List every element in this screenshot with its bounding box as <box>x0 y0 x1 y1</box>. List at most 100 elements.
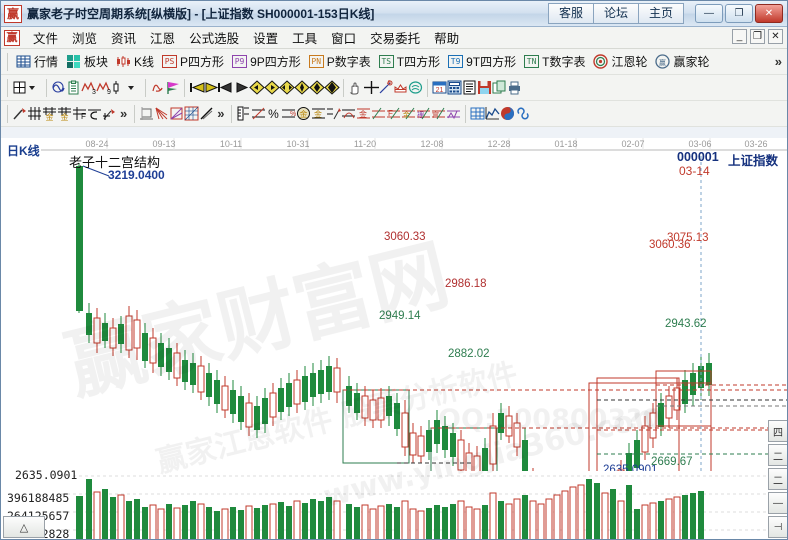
hand-icon[interactable] <box>348 80 363 95</box>
wave9-icon[interactable]: 9 <box>96 80 111 96</box>
close-button[interactable]: ✕ <box>755 4 783 23</box>
first-bar-icon[interactable] <box>189 80 205 95</box>
angle-li-icon[interactable]: 裡 <box>416 106 431 121</box>
toolbar-t-square-button[interactable]: TS T四方形 <box>375 52 444 71</box>
menu-news[interactable]: 资讯 <box>111 32 137 46</box>
menu-formula-stock-pick[interactable]: 公式选股 <box>189 32 240 46</box>
menu-tools[interactable]: 工具 <box>292 32 318 46</box>
fan-box-icon[interactable] <box>169 106 184 121</box>
menu-help[interactable]: 帮助 <box>434 32 460 46</box>
angle-w-icon[interactable] <box>446 106 461 121</box>
angle-l-icon[interactable] <box>371 106 386 121</box>
expand-panel-button[interactable]: △ <box>3 516 45 538</box>
calendar-icon[interactable]: 21 <box>432 80 447 95</box>
toolbar-gann-wheel-button[interactable]: 江恩轮 <box>589 52 651 71</box>
mdi-close-button[interactable]: ✕ <box>768 29 783 44</box>
pen-red-icon[interactable] <box>326 106 342 121</box>
drawing-overflow-a-button[interactable]: » <box>120 106 128 121</box>
layout-split-button[interactable]: ⊣ <box>768 516 787 538</box>
menu-gann[interactable]: 江恩 <box>150 32 176 46</box>
menu-trade[interactable]: 交易委托 <box>370 32 421 46</box>
percent-icon[interactable]: % <box>266 106 281 121</box>
candle-single-icon[interactable] <box>111 80 126 95</box>
move-icon[interactable] <box>309 80 325 95</box>
dropdown-arrow2-icon[interactable] <box>126 80 141 95</box>
mdi-minimize-button[interactable]: _ <box>732 29 747 44</box>
copy-icon[interactable] <box>492 80 507 95</box>
menu-window[interactable]: 窗口 <box>331 32 357 46</box>
customer-service-button[interactable]: 客服 <box>548 3 594 24</box>
expand-h-icon[interactable] <box>279 80 295 95</box>
infinity-icon[interactable] <box>515 106 530 121</box>
toolbar-9t-square-button[interactable]: T9 9T四方形 <box>444 52 520 71</box>
wave3-icon[interactable]: 3 <box>81 80 96 96</box>
zoom-right-icon[interactable] <box>264 80 280 95</box>
yinyang-icon[interactable] <box>500 106 515 121</box>
toolbar-p-square-button[interactable]: PS P四方形 <box>158 52 228 71</box>
volume-subchart[interactable] <box>1 471 788 540</box>
print-icon[interactable] <box>507 80 522 95</box>
save-icon[interactable] <box>477 80 492 95</box>
menu-browse[interactable]: 浏览 <box>72 32 98 46</box>
gann-fan-f-icon[interactable]: F <box>72 106 87 121</box>
layout-one-a-button[interactable]: 二 <box>768 468 787 490</box>
brain-icon[interactable] <box>408 80 423 95</box>
calculator-icon[interactable] <box>447 80 462 95</box>
dropdown-arrow-icon[interactable] <box>27 80 42 95</box>
drawing-overflow-b-button[interactable]: » <box>217 106 225 121</box>
maximize-button[interactable]: ❐ <box>725 4 753 23</box>
fit-icon[interactable] <box>324 80 340 95</box>
toolbar-winner-wheel-button[interactable]: 赢 赢家轮 <box>651 52 713 71</box>
gann-grid-icon[interactable] <box>27 106 42 121</box>
arc-icon[interactable] <box>341 106 356 121</box>
minimize-button[interactable]: — <box>695 4 723 23</box>
toolbar-quotes-button[interactable]: 行情 <box>12 52 62 71</box>
toolbar-sector-button[interactable]: 板块 <box>62 52 112 71</box>
scribble-icon[interactable] <box>150 80 165 95</box>
homepage-button[interactable]: 主页 <box>638 3 684 24</box>
gann-gold1-icon[interactable]: 金 <box>42 106 57 122</box>
layout-one-b-button[interactable]: — <box>768 492 787 514</box>
zoom-left-icon[interactable] <box>249 80 265 95</box>
gann-gold2-icon[interactable]: 金 <box>57 106 72 122</box>
next-bar-icon[interactable] <box>234 80 249 95</box>
flag-icon[interactable] <box>165 80 180 95</box>
toolbar-p-number-table-button[interactable]: PN P数字表 <box>305 52 375 71</box>
chart-area[interactable]: 08-24 09-13 10-11 10-31 11-20 12-08 12-2… <box>1 138 788 540</box>
grid-table-icon[interactable] <box>470 106 485 121</box>
fan-red-icon[interactable] <box>154 106 169 121</box>
percent-line2-icon[interactable]: % <box>281 106 297 121</box>
box-icon[interactable] <box>139 106 154 121</box>
forum-button[interactable]: 论坛 <box>593 3 639 24</box>
web-icon[interactable] <box>184 106 199 121</box>
expand-all-icon[interactable] <box>294 80 310 95</box>
layout-two-button[interactable]: 二 <box>768 444 787 466</box>
crosshair-icon[interactable] <box>363 80 379 95</box>
gold-line-icon[interactable]: 金 <box>311 106 326 121</box>
angle-f-icon[interactable]: F <box>386 106 401 121</box>
gold-circle-icon[interactable]: 金 <box>296 106 311 121</box>
toolbar-kline-button[interactable]: K线 <box>112 52 158 71</box>
last-bar-icon[interactable] <box>204 80 220 95</box>
measure-icon[interactable]: A <box>378 80 393 95</box>
menu-file[interactable]: 文件 <box>33 32 59 46</box>
prev-bar-icon[interactable] <box>219 80 234 95</box>
angle-gold-icon[interactable]: 金 <box>401 106 416 121</box>
menu-settings[interactable]: 设置 <box>253 32 279 46</box>
toolbar-overflow-button[interactable]: » <box>774 54 782 69</box>
brush-grid-icon[interactable] <box>102 106 117 121</box>
clipboard-icon[interactable] <box>66 80 81 95</box>
ruler-icon[interactable] <box>236 106 251 121</box>
trend-line-icon[interactable] <box>199 106 214 121</box>
percent-line-icon[interactable] <box>251 106 266 121</box>
tangle-icon[interactable] <box>51 80 66 95</box>
toolbar-9p-square-button[interactable]: P9 9P四方形 <box>228 52 305 71</box>
gold-red-icon[interactable]: 金 <box>356 106 371 121</box>
layout-four-button[interactable]: 四 <box>768 420 787 442</box>
chart-line-icon[interactable] <box>485 106 500 121</box>
crown-icon[interactable] <box>393 80 408 95</box>
angle-box-icon[interactable]: 宫 <box>431 106 446 121</box>
pen-icon[interactable] <box>12 106 27 121</box>
toolbar-t-number-table-button[interactable]: TN T数字表 <box>520 52 589 71</box>
mdi-restore-button[interactable]: ❐ <box>750 29 765 44</box>
